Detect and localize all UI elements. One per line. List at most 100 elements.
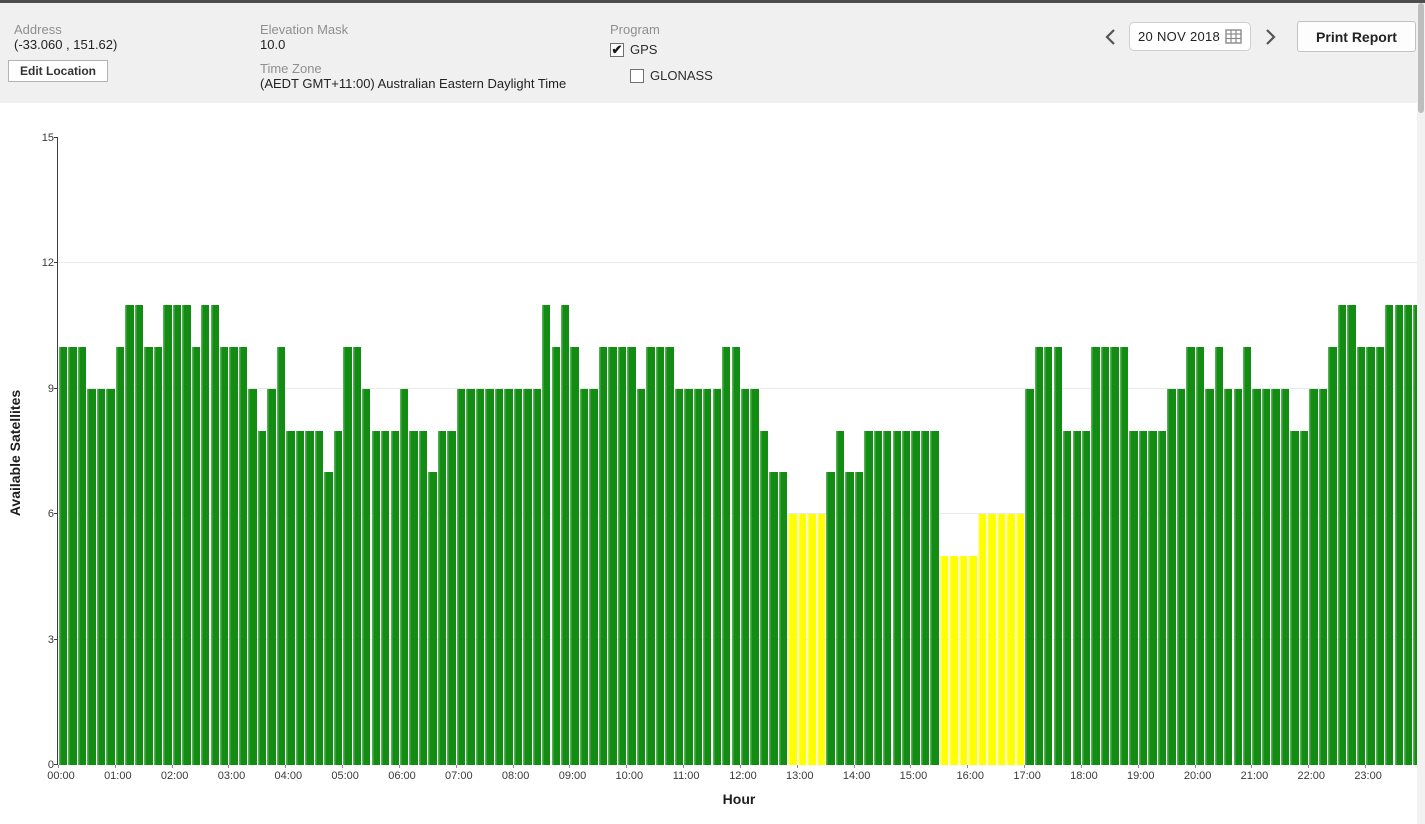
y-tickmark-15	[54, 137, 58, 138]
bar	[1262, 389, 1270, 765]
bar	[466, 389, 474, 765]
bar	[135, 305, 143, 765]
bar	[855, 472, 863, 765]
bar	[1054, 347, 1062, 765]
bar	[1139, 431, 1147, 765]
y-tickmark-9	[54, 388, 58, 389]
x-tick-label-23:00: 23:00	[1348, 770, 1388, 782]
bar	[968, 556, 976, 765]
bar	[779, 472, 787, 765]
bar	[381, 431, 389, 765]
bar	[523, 389, 531, 765]
bar	[817, 514, 825, 765]
x-tickmark-18:00	[1081, 765, 1082, 768]
next-day-button[interactable]	[1259, 22, 1281, 52]
bar	[570, 347, 578, 765]
bar	[1158, 431, 1166, 765]
print-report-button[interactable]: Print Report	[1297, 21, 1416, 52]
x-tickmark-14:00	[854, 765, 855, 768]
bar	[59, 347, 67, 765]
bar	[447, 431, 455, 765]
bar	[192, 347, 200, 765]
gnss-planning-page: Address (-33.060 , 151.62) Edit Location…	[0, 0, 1425, 824]
bar	[1215, 347, 1223, 765]
y-axis-title: Available Satellites	[7, 323, 23, 583]
x-tickmark-00:00	[58, 765, 59, 768]
bar	[1281, 389, 1289, 765]
x-tickmark-12:00	[740, 765, 741, 768]
bar	[173, 305, 181, 765]
bar	[504, 389, 512, 765]
scrollbar-thumb[interactable]	[1418, 3, 1424, 113]
bar	[561, 305, 569, 765]
bar	[353, 347, 361, 765]
bar	[362, 389, 370, 765]
bar	[1347, 305, 1355, 765]
bar	[258, 431, 266, 765]
bar	[1395, 305, 1403, 765]
bar	[646, 347, 654, 765]
time-zone-label: Time Zone	[260, 61, 566, 76]
bar	[457, 389, 465, 765]
previous-day-button[interactable]	[1099, 22, 1121, 52]
x-tick-label-01:00: 01:00	[98, 770, 138, 782]
y-tickmark-3	[54, 639, 58, 640]
x-tick-label-12:00: 12:00	[723, 770, 763, 782]
bar	[1101, 347, 1109, 765]
bar	[296, 431, 304, 765]
date-picker[interactable]: 20 NOV 2018	[1129, 22, 1251, 51]
x-tickmark-07:00	[456, 765, 457, 768]
x-tickmark-01:00	[115, 765, 116, 768]
bar	[324, 472, 332, 765]
bar	[627, 347, 635, 765]
x-tickmark-19:00	[1138, 765, 1139, 768]
calendar-icon	[1225, 29, 1242, 44]
bar	[1186, 347, 1194, 765]
bar	[419, 431, 427, 765]
bar	[1243, 347, 1251, 765]
bar	[144, 347, 152, 765]
bar	[1025, 389, 1033, 765]
elevation-mask-label: Elevation Mask	[260, 22, 566, 37]
bar	[409, 431, 417, 765]
x-tick-label-00:00: 00:00	[41, 770, 81, 782]
bar	[807, 514, 815, 765]
x-tick-label-02:00: 02:00	[155, 770, 195, 782]
bar	[1357, 347, 1365, 765]
x-tick-label-08:00: 08:00	[496, 770, 536, 782]
x-tick-label-09:00: 09:00	[552, 770, 592, 782]
bar	[1271, 389, 1279, 765]
scrollbar[interactable]	[1417, 3, 1425, 824]
x-tickmark-06:00	[399, 765, 400, 768]
bar	[1328, 347, 1336, 765]
gps-checkbox[interactable]: ✔	[610, 43, 624, 57]
bar	[305, 431, 313, 765]
bar	[997, 514, 1005, 765]
edit-location-button[interactable]: Edit Location	[8, 60, 108, 82]
glonass-checkbox[interactable]	[630, 69, 644, 83]
bar	[1063, 431, 1071, 765]
program-option-gps: ✔GPS	[610, 42, 713, 57]
x-tick-label-10:00: 10:00	[609, 770, 649, 782]
bar	[552, 347, 560, 765]
bar	[684, 389, 692, 765]
bar	[542, 305, 550, 765]
x-tick-label-15:00: 15:00	[893, 770, 933, 782]
x-axis-title: Hour	[57, 791, 1421, 807]
bar	[1120, 347, 1128, 765]
bar	[836, 431, 844, 765]
bar	[495, 389, 503, 765]
bar	[1035, 347, 1043, 765]
bar	[182, 305, 190, 765]
bar	[883, 431, 891, 765]
time-zone-value: (AEDT GMT+11:00) Australian Eastern Dayl…	[260, 76, 566, 91]
x-tickmark-10:00	[626, 765, 627, 768]
x-tickmark-04:00	[285, 765, 286, 768]
bar	[1234, 389, 1242, 765]
bar	[372, 431, 380, 765]
bar	[1044, 347, 1052, 765]
bar	[921, 431, 929, 765]
bar	[874, 431, 882, 765]
bar	[826, 472, 834, 765]
bar	[1205, 389, 1213, 765]
